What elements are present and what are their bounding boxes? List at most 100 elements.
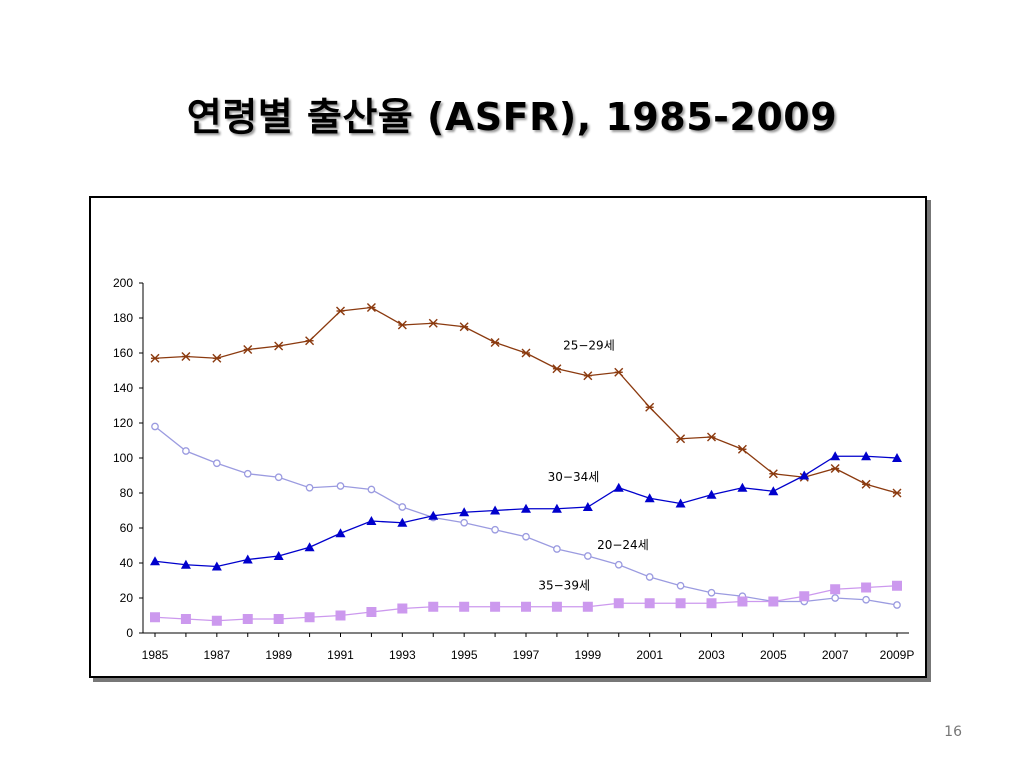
- x-tick-label: 2001: [636, 648, 663, 662]
- series-3-point: [675, 498, 686, 508]
- y-tick-label: 100: [113, 451, 133, 465]
- series-3-point: [768, 486, 779, 496]
- series-3-point: [892, 453, 902, 462]
- series-2-point: [305, 483, 314, 492]
- series-4-point: [428, 601, 439, 612]
- series-4-point: [242, 614, 253, 624]
- x-tick-label: 1997: [513, 648, 540, 662]
- y-tick-label: 180: [113, 311, 133, 325]
- series-2-point: [645, 573, 654, 581]
- x-tick-label: 1995: [451, 648, 478, 662]
- y-tick-label: 60: [120, 521, 134, 535]
- series-2-point: [460, 518, 469, 527]
- series-4-point: [737, 596, 748, 607]
- series-2-point: [398, 503, 407, 511]
- series-4-point: [490, 601, 501, 612]
- asfr-line-chart: 0 20 40 60 80 100 120 140 160 180 200 1985 1987 1989 1…: [113, 276, 915, 662]
- series-3-point: [737, 482, 748, 492]
- series-3-point: [180, 559, 191, 569]
- x-tick-label: 1999: [574, 648, 601, 662]
- series-3-point: [366, 516, 377, 525]
- series-1-line: [154, 306, 898, 494]
- y-tick-label: 20: [120, 591, 134, 605]
- series-2-point: [367, 485, 376, 494]
- series-3-point: [211, 561, 222, 571]
- series-4-point: [675, 598, 686, 609]
- x-tick-label: 2009P: [880, 648, 915, 662]
- series-3-point: [397, 517, 408, 527]
- series-label-1: 25−29세: [563, 339, 615, 353]
- series-3-point: [335, 528, 346, 538]
- series-2-point: [583, 552, 592, 560]
- series-4-point: [397, 603, 408, 614]
- series-4-point: [613, 598, 624, 609]
- x-tick-label: 1993: [389, 648, 416, 662]
- series-2-point: [676, 581, 685, 590]
- series-4-point: [799, 591, 810, 602]
- series-3-point: [304, 542, 315, 552]
- series-label-2: 30−34세: [548, 470, 600, 484]
- x-tick-label: 2005: [760, 648, 787, 662]
- y-tick-label: 160: [113, 346, 133, 360]
- series-3-point: [799, 470, 810, 480]
- x-tick-label: 1985: [142, 648, 169, 662]
- series-2-point: [831, 594, 840, 602]
- y-tick-label: 40: [120, 556, 134, 570]
- series-4-point: [892, 580, 902, 591]
- series-4-point: [180, 614, 191, 624]
- x-tick-label: 1989: [265, 648, 292, 662]
- x-tick-label: 2003: [698, 648, 725, 662]
- y-tick-label: 200: [113, 276, 133, 290]
- series-2-point: [243, 469, 252, 478]
- series-4-point: [706, 598, 717, 609]
- series-2-point: [893, 601, 901, 609]
- series-2-point: [212, 459, 221, 468]
- series-3-point: [830, 451, 841, 461]
- x-tick-label: 1987: [203, 648, 230, 662]
- series-2-point: [614, 560, 623, 569]
- series-3-point: [242, 554, 253, 564]
- series-4-point: [150, 612, 160, 623]
- series-3-point: [582, 502, 593, 511]
- series-3-point: [521, 503, 531, 513]
- series-4-point: [582, 601, 593, 612]
- series-3-point: [706, 489, 717, 499]
- series-3-point: [459, 507, 470, 517]
- series-label-4: 35−39세: [538, 578, 590, 592]
- series-4-point: [551, 601, 562, 612]
- slide-title: 연령별 출산율 (ASFR), 1985-2009: [186, 95, 838, 139]
- series-3-point: [613, 482, 624, 492]
- series-2-point: [336, 482, 345, 490]
- y-tick-label: 140: [113, 381, 133, 395]
- series-3-point: [551, 503, 562, 513]
- series-3-point: [428, 510, 439, 520]
- series-4-point: [335, 610, 346, 621]
- series-2-line: [154, 425, 898, 606]
- series-2-point: [491, 525, 499, 534]
- series-4-point: [861, 582, 872, 593]
- series-4-point: [211, 615, 222, 626]
- series-label-3: 20−24세: [597, 538, 649, 552]
- chart-frame: 0 20 40 60 80 100 120 140 160 180 200 1985 1987 1989 1…: [89, 196, 927, 678]
- y-tick-label: 80: [120, 486, 134, 500]
- series-4-point: [304, 612, 315, 623]
- series-4-point: [644, 598, 655, 609]
- series-3-point: [644, 493, 655, 503]
- series-2-point: [553, 545, 561, 553]
- series-2-point: [862, 595, 870, 604]
- series-4-point: [273, 614, 284, 624]
- series-3-point: [150, 556, 160, 566]
- series-2-point: [151, 422, 159, 431]
- y-tick-label: 0: [126, 626, 133, 640]
- series-2-point: [707, 588, 716, 597]
- series-2-point: [182, 447, 190, 455]
- y-tick-label: 120: [113, 416, 133, 430]
- series-3-point: [490, 505, 501, 515]
- series-2-point: [274, 473, 283, 482]
- series-3-point: [861, 451, 872, 461]
- x-tick-label: 2007: [822, 648, 849, 662]
- page-number: 16: [944, 724, 962, 740]
- series-3-point: [273, 551, 284, 560]
- series-4-point: [768, 596, 779, 607]
- series-4-point: [830, 584, 841, 595]
